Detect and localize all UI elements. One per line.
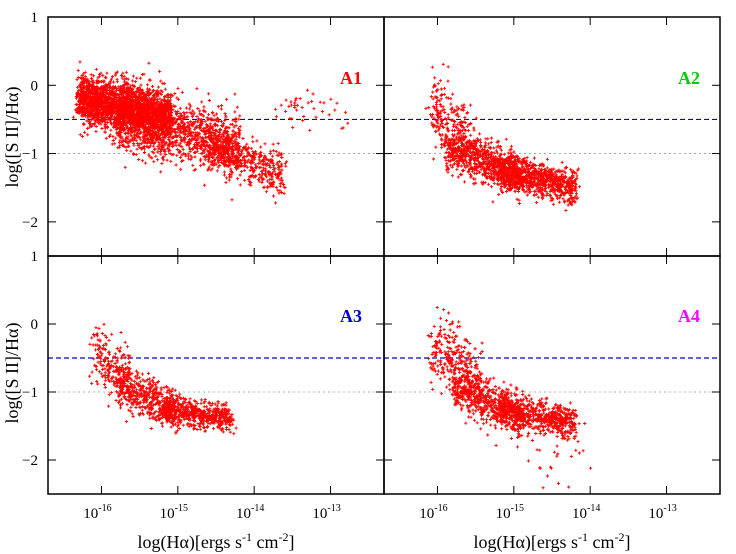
y-tick-label: −2	[22, 215, 38, 231]
panel-label-a1: A1	[340, 68, 362, 88]
data-point	[159, 79, 163, 83]
data-point	[139, 83, 143, 87]
data-point	[147, 96, 151, 100]
data-point	[134, 139, 138, 143]
data-point	[108, 79, 112, 83]
data-point	[94, 67, 98, 71]
data-point	[99, 88, 103, 92]
data-point	[86, 133, 90, 137]
data-point	[124, 77, 128, 81]
data-point	[135, 76, 139, 80]
data-point	[129, 84, 133, 88]
y-tick-label: −1	[22, 147, 38, 163]
data-point	[81, 72, 85, 76]
data-point	[92, 108, 96, 112]
data-point	[103, 75, 107, 79]
series-points-a1	[71, 60, 350, 205]
data-point	[122, 78, 126, 82]
panel-a1: 1 0 −1 −2 A1	[22, 10, 385, 257]
data-point	[122, 74, 126, 78]
data-point	[133, 84, 137, 88]
data-point	[83, 130, 87, 134]
data-point	[138, 76, 143, 80]
data-point	[89, 76, 94, 80]
data-point	[106, 86, 110, 90]
data-point	[147, 61, 151, 65]
data-point	[131, 74, 135, 78]
data-point	[111, 138, 115, 143]
data-point	[110, 75, 115, 79]
y-tick-label: 1	[31, 10, 39, 26]
y-tick-label: 0	[31, 78, 39, 94]
data-point	[121, 71, 125, 75]
data-point	[89, 73, 93, 77]
data-point	[109, 128, 113, 132]
data-point	[124, 70, 129, 74]
data-point	[78, 133, 82, 137]
data-point	[133, 80, 137, 84]
data-point	[112, 80, 116, 84]
data-point	[75, 78, 79, 82]
